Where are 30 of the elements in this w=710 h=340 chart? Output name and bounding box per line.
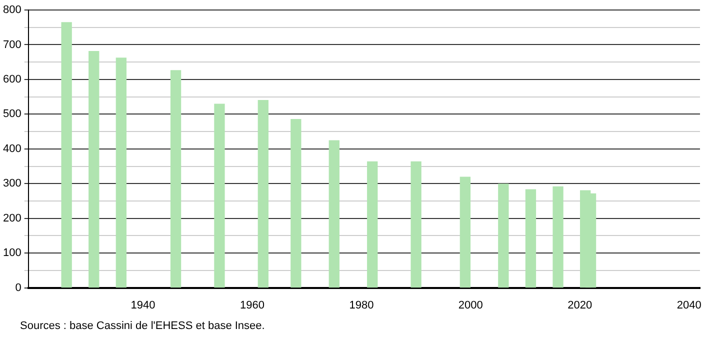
- x-tick-label: 1940: [130, 299, 156, 312]
- y-tick-label: 0: [15, 282, 22, 294]
- y-tick-label: 800: [2, 4, 22, 16]
- bar: [214, 104, 225, 288]
- bar: [525, 189, 536, 288]
- y-tick-label: 300: [2, 178, 22, 190]
- bar: [258, 100, 268, 288]
- bar: [498, 184, 509, 288]
- x-tick-label: 2040: [676, 299, 702, 312]
- bar: [170, 70, 182, 288]
- bar: [61, 22, 72, 288]
- bar: [410, 161, 422, 288]
- bar: [460, 176, 471, 288]
- bar: [328, 140, 340, 288]
- source-note: Sources : base Cassini de l'EHESS et base Insee.: [20, 320, 265, 332]
- x-tick-label: 1980: [349, 299, 374, 312]
- y-tick-label: 200: [2, 212, 22, 224]
- bar: [290, 119, 302, 288]
- y-tick-label: 600: [2, 73, 22, 86]
- bar: [552, 186, 564, 288]
- bar: [88, 50, 100, 288]
- y-tick-label: 500: [2, 108, 22, 120]
- y-tick-label: 700: [2, 38, 22, 51]
- y-tick-label: 400: [2, 142, 22, 155]
- y-tick-label: 100: [2, 247, 22, 260]
- bar: [116, 58, 127, 288]
- x-tick-label: 1960: [240, 299, 264, 312]
- bar: [367, 161, 378, 288]
- x-tick-label: 2000: [458, 299, 483, 312]
- x-tick-label: 2020: [568, 299, 592, 312]
